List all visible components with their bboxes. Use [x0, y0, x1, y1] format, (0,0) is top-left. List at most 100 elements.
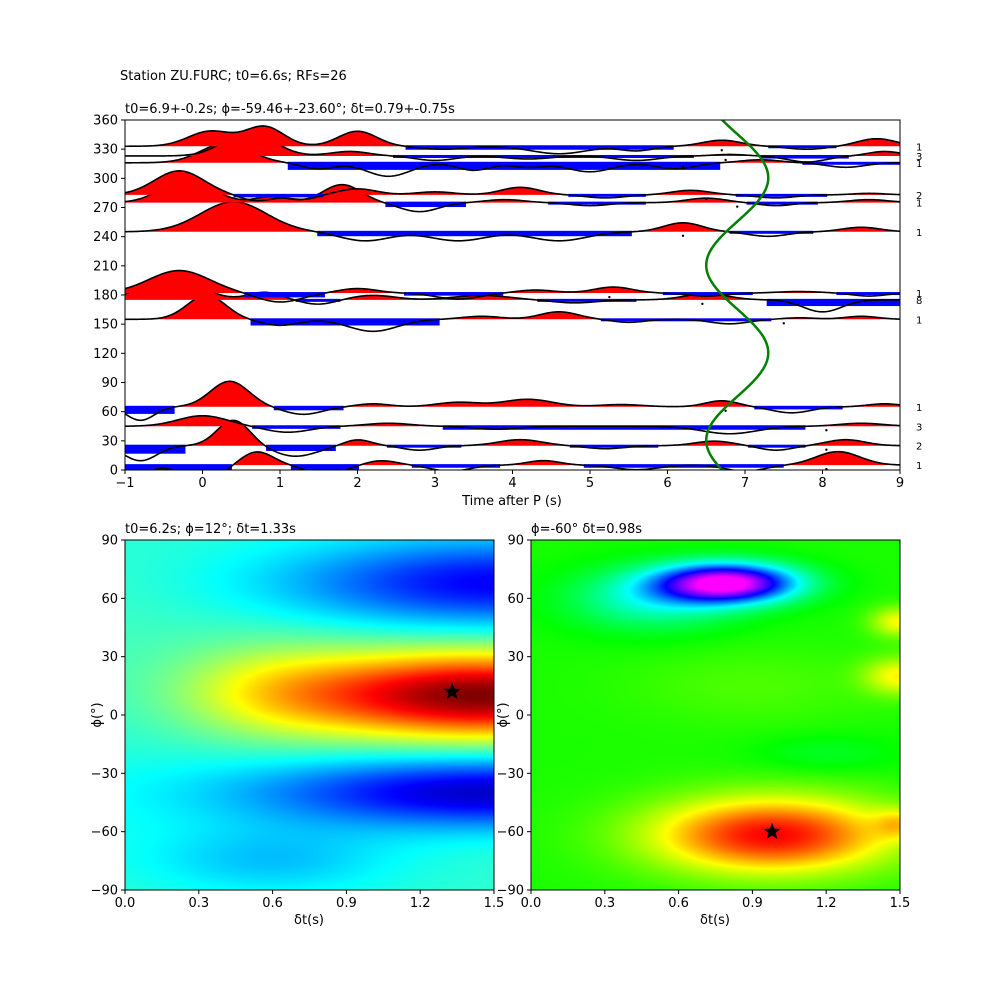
trace-negative-fill [569, 444, 659, 448]
y-tick-label: 300 [93, 172, 118, 187]
y-tick-label: 330 [93, 143, 118, 158]
right-heatmap-title: ϕ=-60° δt=0.98s [531, 522, 642, 537]
left-heatmap-image [125, 540, 494, 890]
y-tick-label: 240 [93, 230, 118, 245]
x-tick-label: 0 [198, 476, 206, 491]
y-tick-label: 30 [507, 650, 524, 665]
delay-curve [704, 120, 770, 470]
arrival-marker [782, 322, 785, 325]
trace-line [125, 269, 900, 303]
trace-line [125, 275, 900, 313]
y-tick-label: 30 [101, 434, 118, 449]
y-tick-label: 60 [507, 592, 524, 607]
x-tick-label: 1.2 [410, 896, 431, 911]
arrival-marker [736, 205, 739, 208]
trace-line [125, 414, 900, 435]
trace-count-label: 8 [916, 296, 922, 307]
x-tick-label: 0.3 [594, 896, 615, 911]
right-x-axis-label: δt(s) [700, 913, 730, 928]
y-tick-label: 0 [110, 464, 118, 479]
trace-count-label: 1 [916, 199, 922, 210]
trace-positive-fill [125, 451, 900, 466]
x-tick-label: 0.6 [668, 896, 689, 911]
best-fit-star-icon [763, 822, 781, 839]
trace-line [125, 294, 900, 333]
y-tick-label: 0 [516, 709, 524, 724]
left-x-axis-label: δt(s) [294, 913, 324, 928]
left-y-axis-label: ϕ(°) [90, 702, 105, 727]
y-tick-label: −30 [497, 767, 524, 782]
trace-negative-fill [802, 161, 900, 165]
y-tick-label: −90 [497, 884, 524, 899]
trace-negative-fill [386, 444, 462, 448]
y-tick-label: 270 [93, 201, 118, 216]
trace-count-label: 1 [916, 461, 922, 472]
trace-negative-fill [411, 464, 501, 468]
trace-count-label: 3 [916, 152, 922, 163]
y-tick-label: 60 [101, 592, 118, 607]
x-tick-label: 2 [353, 476, 361, 491]
trace-negative-fill [768, 145, 837, 149]
best-fit-star-icon [443, 682, 461, 699]
delay-curve-line [704, 120, 770, 470]
x-tick-label: 1.5 [890, 896, 911, 911]
grid-search-left-panel: t0=6.2s; ϕ=12°; δt=1.33s 0.0 0.3 0.6 0.9 1.2… [90, 522, 504, 928]
trace-negative-fill [317, 230, 632, 237]
trace-negative-fill [405, 145, 674, 150]
y-tick-label: 90 [507, 534, 524, 549]
arrival-marker [724, 158, 727, 162]
trace-line [125, 419, 900, 462]
x-tick-label: 0.0 [115, 896, 136, 911]
trace-negative-fill [290, 464, 360, 470]
x-tick-label: 3 [431, 476, 439, 491]
x-tick-label: 8 [818, 476, 826, 491]
x-tick-label: 4 [508, 476, 516, 491]
x-tick-label: 9 [896, 476, 904, 491]
right-y-axis-label: ϕ(°) [496, 702, 511, 727]
trace-positive-fill [125, 143, 900, 163]
trace-positive-fill [125, 201, 900, 232]
y-tick-label: 0 [110, 709, 118, 724]
y-tick-label: 60 [101, 405, 118, 420]
y-tick-label: 180 [93, 289, 118, 304]
x-tick-label: 1.5 [484, 896, 505, 911]
arrival-marker [681, 165, 685, 168]
arrival-marker [825, 448, 828, 451]
trace-line [125, 177, 900, 213]
arrival-marker [724, 409, 727, 413]
trace-count-label: 1 [916, 159, 922, 170]
right-heatmap-image [531, 540, 900, 890]
trace-negative-fill [385, 201, 466, 208]
trace-count-label: 2 [916, 191, 922, 202]
y-tick-label: −60 [497, 825, 524, 840]
trace-count-label: 1 [916, 315, 922, 326]
top-axes-frame [124, 119, 901, 471]
trace-negative-fill [568, 193, 646, 197]
trace-negative-fill [537, 298, 637, 302]
trace-count-label: 1 [916, 142, 922, 153]
y-tick-label: 210 [93, 259, 118, 274]
right-heatmap-axes: 0.0 0.3 0.6 0.9 1.2 1.5 90 60 30 0 −30 −60 −90 [497, 534, 911, 912]
trace-negative-fill [442, 425, 806, 430]
trace-negative-fill [754, 405, 843, 410]
left-heatmap-title: t0=6.2s; ϕ=12°; δt=1.33s [125, 522, 296, 537]
trace-negative-fill [766, 298, 900, 307]
trace-negative-fill [746, 201, 818, 205]
x-tick-label: −1 [115, 476, 134, 491]
trace-count-label: 2 [916, 442, 922, 453]
arrival-marker [681, 234, 685, 238]
trace-count-label: 3 [916, 422, 922, 433]
trace-negative-fill [233, 193, 324, 198]
x-tick-label: 0.0 [521, 896, 542, 911]
trace-line [125, 125, 900, 155]
x-tick-label: 0.6 [262, 896, 283, 911]
arrival-marker [705, 197, 708, 201]
trace-positive-fill [125, 270, 900, 294]
y-tick-label: 150 [93, 318, 118, 333]
x-tick-label: 0.9 [336, 896, 357, 911]
trace-positive-fill [125, 381, 900, 407]
y-tick-label: 120 [93, 347, 118, 362]
trace-positive-fill [125, 131, 900, 156]
arrival-marker [608, 295, 611, 299]
trace-negative-fill [273, 405, 344, 411]
